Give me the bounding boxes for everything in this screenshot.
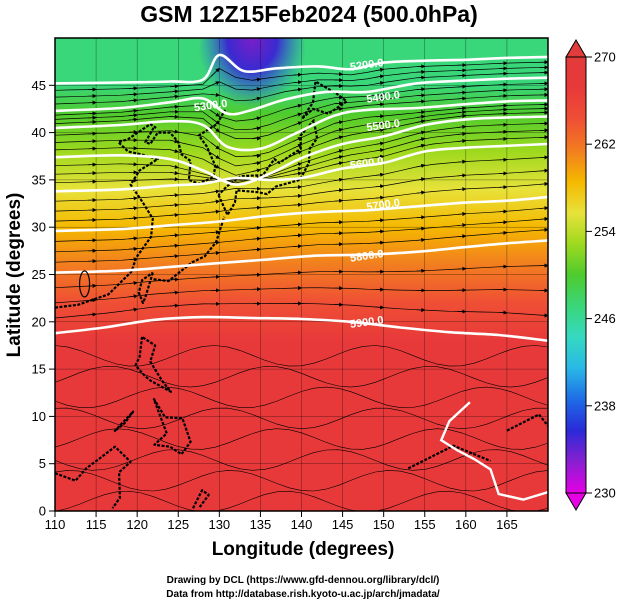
contour-line bbox=[55, 315, 548, 342]
colorbar-tick-label: 270 bbox=[594, 50, 616, 65]
contour-label: 5800.0 bbox=[349, 248, 384, 265]
x-tick-label: 125 bbox=[167, 517, 189, 532]
coastline-segment bbox=[137, 271, 154, 304]
contour-label: 5300.0 bbox=[193, 98, 228, 115]
x-axis-ticks: 110 115 120 125 130 135 140 145 150 155 160 165 bbox=[45, 511, 518, 532]
coastline-segment bbox=[192, 489, 210, 509]
x-tick-label: 140 bbox=[291, 517, 313, 532]
x-axis-label: Longitude (degrees) bbox=[212, 539, 395, 560]
y-tick-label: 15 bbox=[32, 362, 46, 377]
coastline-segment bbox=[301, 80, 348, 120]
contour-label: 5200.0 bbox=[349, 57, 384, 74]
height-contours: 5200.0 5300.0 5400.0 5500.0 5600.0 5700.0 5800… bbox=[55, 53, 548, 501]
coastline-segment bbox=[144, 109, 227, 185]
contour-line bbox=[55, 195, 548, 233]
coastline-segment bbox=[506, 413, 548, 432]
colorbar-tick-label: 238 bbox=[594, 398, 616, 413]
y-tick-label: 20 bbox=[32, 314, 46, 329]
x-tick-label: 130 bbox=[208, 517, 230, 532]
colorbar: 230 238 246 254 262 270 bbox=[565, 39, 616, 511]
colorbar-scale bbox=[565, 56, 587, 494]
y-tick-label: 35 bbox=[32, 172, 46, 187]
colorbar-tick-label: 246 bbox=[594, 311, 616, 326]
lat-lon-grid bbox=[55, 38, 548, 511]
colorbar-tick-label: 262 bbox=[594, 137, 616, 152]
contour-label: 5700.0 bbox=[366, 197, 401, 214]
contour-line bbox=[55, 53, 548, 85]
y-tick-label: 30 bbox=[32, 220, 46, 235]
x-tick-label: 135 bbox=[250, 517, 272, 532]
coastline-segment bbox=[55, 122, 159, 309]
y-axis-ticks: 0 5 10 15 20 25 30 35 40 45 bbox=[32, 78, 55, 519]
coastline-segment bbox=[407, 444, 491, 470]
coastline-segment bbox=[152, 397, 192, 456]
y-tick-label: 45 bbox=[32, 78, 46, 93]
colorbar-min-arrow bbox=[565, 492, 587, 511]
credit-data-source: Data from http://database.rish.kyoto-u.a… bbox=[166, 589, 440, 600]
coastline-segment bbox=[217, 119, 319, 216]
contour-line bbox=[55, 99, 548, 152]
y-tick-label: 10 bbox=[32, 409, 46, 424]
colorbar-ticks: 230 238 246 254 262 270 bbox=[586, 50, 616, 501]
coastline-outline bbox=[55, 80, 548, 509]
x-tick-label: 150 bbox=[373, 517, 395, 532]
credit-drawing: Drawing by DCL (https://www.gfd-dennou.o… bbox=[167, 575, 440, 586]
coastline-segment bbox=[55, 445, 132, 509]
contour-label: 5500.0 bbox=[366, 118, 401, 135]
x-tick-label: 165 bbox=[496, 517, 518, 532]
tropical-contour bbox=[439, 401, 548, 501]
contour-label: 5400.0 bbox=[366, 89, 401, 106]
contour-label: 5600.0 bbox=[349, 155, 384, 172]
x-tick-label: 115 bbox=[86, 517, 107, 532]
y-tick-label: 25 bbox=[32, 267, 46, 282]
coastline-segment bbox=[113, 410, 135, 433]
coastline-segment bbox=[134, 335, 172, 393]
contour-label: 5900.0 bbox=[349, 314, 384, 331]
coastline-segment bbox=[153, 216, 226, 283]
x-tick-label: 155 bbox=[414, 517, 436, 532]
plot-area: 5200.0 5300.0 5400.0 5500.0 5600.0 5700.0 5800… bbox=[55, 38, 548, 511]
x-tick-label: 120 bbox=[126, 517, 148, 532]
contour-line bbox=[55, 142, 548, 193]
contour-line bbox=[55, 76, 548, 116]
chart-title: GSM 12Z15Feb2024 (500.0hPa) bbox=[140, 1, 478, 27]
y-axis-label: Latitude (degrees) bbox=[4, 193, 25, 358]
contour-line bbox=[55, 239, 548, 274]
x-tick-label: 160 bbox=[455, 517, 477, 532]
y-tick-label: 40 bbox=[32, 125, 46, 140]
y-tick-label: 0 bbox=[39, 504, 46, 519]
contour-line bbox=[55, 115, 548, 186]
small-closed-contour bbox=[78, 270, 91, 298]
x-tick-label: 145 bbox=[332, 517, 354, 532]
colorbar-max-arrow bbox=[565, 39, 587, 58]
x-tick-label: 110 bbox=[45, 517, 66, 532]
colorbar-tick-label: 254 bbox=[594, 224, 616, 239]
y-tick-label: 5 bbox=[39, 456, 46, 471]
colorbar-tick-label: 230 bbox=[594, 486, 616, 501]
